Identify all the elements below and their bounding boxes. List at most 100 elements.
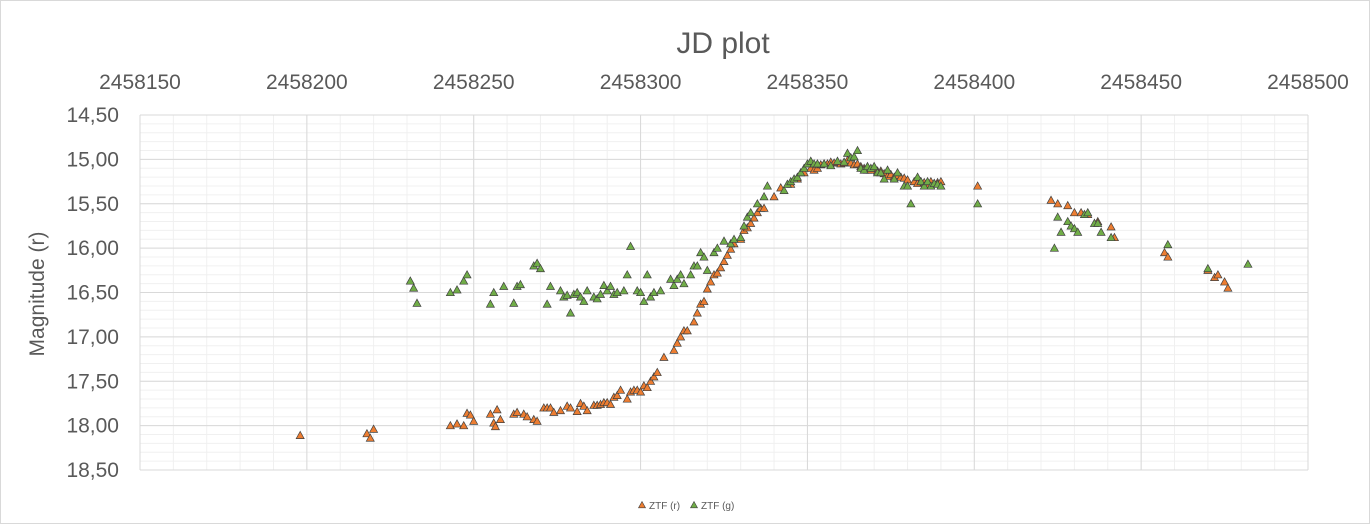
data-point — [642, 382, 652, 392]
data-point — [1063, 216, 1073, 226]
data-point — [612, 390, 622, 399]
data-point — [1163, 252, 1173, 261]
y-tick-label: 17,00 — [66, 326, 119, 349]
data-point — [702, 265, 712, 274]
data-point — [489, 287, 499, 297]
data-point — [852, 145, 863, 155]
data-point — [409, 283, 419, 292]
data-point — [876, 167, 886, 177]
data-point — [699, 296, 709, 305]
data-point — [645, 292, 656, 301]
data-point — [726, 238, 736, 248]
data-point — [916, 176, 926, 186]
data-point — [459, 276, 469, 285]
data-point — [919, 181, 929, 190]
data-point — [1219, 277, 1230, 286]
data-point — [565, 403, 576, 412]
data-point — [602, 286, 612, 295]
data-point — [469, 416, 479, 425]
data-point — [892, 167, 903, 177]
data-point — [635, 287, 646, 297]
data-point — [532, 258, 542, 267]
y-axis-ticks: 14,50 15,00 15,50 16,00 16,50 17,00 17,50 18,00… — [66, 104, 119, 482]
data-point — [812, 159, 823, 168]
data-point — [639, 296, 649, 305]
data-point — [696, 247, 706, 257]
legend-marker — [689, 500, 699, 509]
data-point — [746, 207, 756, 217]
data-point — [575, 292, 586, 301]
data-point — [549, 407, 559, 416]
data-point — [1243, 259, 1253, 268]
data-point — [1073, 227, 1083, 236]
data-point — [542, 299, 552, 308]
data-point — [652, 367, 662, 376]
legend-label: ZTF (g) — [701, 501, 734, 512]
data-point — [1106, 222, 1116, 231]
data-point — [676, 270, 686, 279]
data-point — [1069, 207, 1079, 217]
data-point — [902, 181, 913, 190]
data-point — [742, 212, 752, 221]
y-tick-label: 16,00 — [66, 237, 119, 260]
data-point — [655, 286, 666, 295]
data-point — [1063, 200, 1073, 210]
data-point — [726, 244, 736, 253]
data-point — [622, 394, 632, 403]
y-tick-label: 14,50 — [66, 104, 119, 127]
data-point — [759, 203, 769, 212]
data-point — [579, 296, 589, 305]
data-point — [1046, 195, 1056, 204]
data-point — [973, 181, 983, 190]
data-point — [295, 430, 305, 439]
data-point — [709, 247, 719, 257]
legend-marker — [637, 500, 647, 509]
data-point — [936, 181, 946, 190]
data-point — [619, 286, 629, 295]
data-point — [686, 270, 696, 279]
data-point — [522, 412, 532, 421]
data-point — [722, 250, 732, 259]
x-axis-ticks: 2458150 2458200 2458250 2458300 2458350 24584… — [99, 71, 1349, 94]
data-point — [579, 401, 589, 410]
data-point — [849, 151, 859, 161]
data-point — [869, 161, 879, 171]
data-point — [1049, 243, 1059, 252]
data-point — [669, 280, 679, 289]
x-tick-label: 2458250 — [433, 71, 515, 94]
data-point — [739, 221, 749, 230]
y-axis-label: Magnitude (r) — [26, 232, 49, 357]
data-point — [545, 403, 556, 412]
data-point — [832, 156, 843, 165]
data-point — [452, 419, 462, 428]
legend: ZTF (r) ZTF (g) — [637, 500, 734, 512]
data-point — [572, 287, 582, 297]
x-tick-label: 2458150 — [99, 71, 181, 94]
data-point — [752, 199, 762, 208]
data-point — [405, 276, 415, 285]
data-point — [635, 387, 646, 396]
data-point — [445, 287, 455, 297]
data-point — [1053, 212, 1063, 221]
data-point — [706, 277, 716, 286]
data-point — [545, 281, 556, 290]
data-point — [769, 191, 779, 201]
data-point — [1093, 218, 1103, 227]
data-point — [912, 172, 923, 181]
data-point — [362, 428, 372, 438]
data-point — [889, 174, 899, 183]
y-tick-label: 15,00 — [66, 148, 119, 171]
data-point — [1223, 283, 1233, 292]
data-point — [672, 338, 682, 347]
data-point — [485, 299, 495, 308]
data-point — [592, 293, 602, 303]
data-point — [1159, 247, 1170, 257]
x-tick-label: 2458450 — [1100, 71, 1182, 94]
data-point — [465, 410, 475, 419]
data-point — [839, 157, 849, 166]
data-point — [692, 308, 702, 317]
data-point — [535, 263, 546, 273]
data-point — [495, 414, 506, 423]
